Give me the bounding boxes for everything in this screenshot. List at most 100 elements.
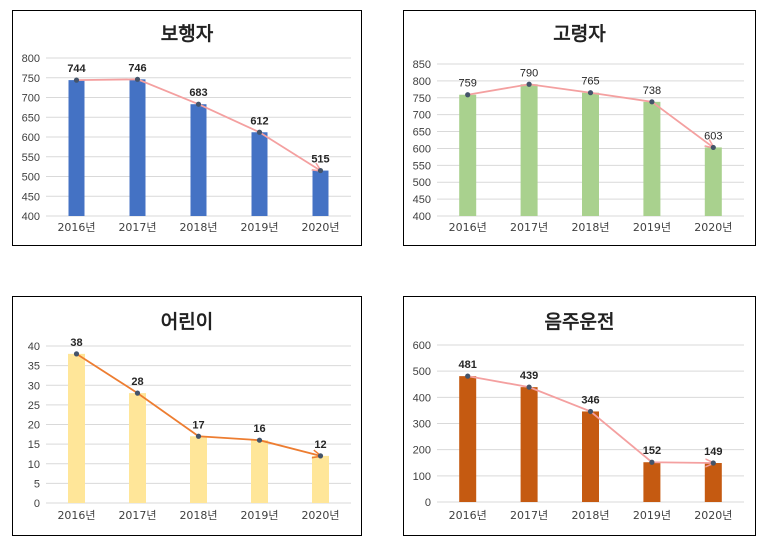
- chart-panel-elderly: 고령자 400 450 500 550 600 650 700 750 800 850 2016년 2…: [403, 10, 756, 246]
- data-label: 28: [131, 376, 143, 388]
- x-tick-label: 2016년: [57, 509, 95, 522]
- data-label: 738: [643, 85, 661, 97]
- trend-point: [526, 81, 532, 87]
- y-tick-label: 500: [22, 172, 40, 184]
- bar: [704, 147, 722, 216]
- data-label: 439: [520, 370, 538, 382]
- bar: [459, 94, 477, 216]
- data-label: 16: [253, 423, 265, 435]
- x-tick-label: 2019년: [633, 221, 671, 234]
- y-tick-label: 400: [413, 392, 431, 404]
- y-tick-label: 650: [413, 127, 431, 139]
- y-tick-label: 700: [22, 93, 40, 105]
- data-label: 481: [459, 359, 477, 371]
- data-label: 612: [250, 115, 268, 127]
- data-label: 17: [192, 419, 204, 431]
- x-tick-label: 2020년: [694, 509, 732, 522]
- x-tick-label: 2018년: [571, 509, 609, 522]
- x-tick-label: 2017년: [510, 221, 548, 234]
- bar: [520, 387, 538, 502]
- y-tick-label: 500: [413, 366, 431, 378]
- y-tick-label: 650: [22, 112, 40, 124]
- y-tick-label: 550: [22, 152, 40, 164]
- y-tick-label: 400: [22, 211, 40, 223]
- bar: [312, 455, 329, 503]
- data-label: 12: [314, 439, 326, 451]
- trend-point: [73, 77, 80, 83]
- bar: [582, 411, 599, 502]
- y-tick-label: 40: [28, 341, 40, 353]
- chart-svg: 0 100 200 300 400 500 600 2016년 2017년 2018년 2019년 2…: [413, 340, 744, 522]
- y-tick-label: 25: [28, 400, 40, 412]
- data-label: 603: [704, 130, 722, 142]
- y-tick-label: 10: [28, 459, 40, 471]
- data-label: 746: [128, 62, 146, 74]
- y-tick-label: 700: [413, 110, 431, 122]
- data-label: 149: [704, 446, 722, 458]
- bar: [582, 92, 599, 216]
- y-tick-label: 15: [28, 439, 40, 451]
- trend-point: [465, 92, 471, 98]
- x-tick-label: 2020년: [301, 509, 339, 522]
- bar: [312, 170, 329, 216]
- trend-point: [195, 433, 202, 439]
- y-tick-label: 450: [413, 194, 431, 206]
- data-label: 346: [581, 394, 599, 406]
- trend-point: [317, 167, 324, 174]
- bar: [129, 79, 146, 216]
- chart-title: 고령자: [553, 23, 606, 45]
- y-tick-label: 20: [28, 420, 40, 432]
- x-tick-label: 2019년: [633, 509, 671, 522]
- bar: [190, 436, 207, 503]
- data-label: 765: [581, 76, 599, 88]
- x-tick-label: 2019년: [240, 221, 278, 234]
- trend-point: [649, 459, 655, 465]
- y-tick-label: 30: [28, 380, 40, 392]
- trend-point: [195, 101, 202, 107]
- trend-point: [73, 351, 80, 357]
- chart-svg: 400 450 500 550 600 650 700 750 800 850 2016년 2017년…: [413, 59, 744, 234]
- trend-point: [134, 76, 141, 82]
- y-tick-label: 750: [22, 73, 40, 85]
- x-tick-label: 2018년: [179, 509, 217, 522]
- y-tick-label: 500: [413, 177, 431, 189]
- x-tick-label: 2020년: [301, 221, 339, 234]
- chart-panel-drunk-driving: 음주운전 0 100 200 300 400 500 600 2016년 2017년 2018년 2…: [403, 296, 756, 536]
- trend-point: [256, 437, 263, 443]
- x-tick-label: 2016년: [449, 509, 487, 522]
- data-label: 515: [311, 154, 329, 166]
- x-tick-label: 2017년: [118, 221, 156, 234]
- y-tick-label: 400: [413, 211, 431, 223]
- y-tick-label: 100: [413, 471, 431, 483]
- y-tick-label: 600: [22, 132, 40, 144]
- x-tick-label: 2016년: [449, 221, 487, 234]
- chart-title: 보행자: [160, 23, 214, 45]
- trend-point: [256, 129, 263, 135]
- data-label: 744: [67, 63, 86, 75]
- y-tick-label: 750: [413, 93, 431, 105]
- trend-point: [587, 90, 594, 96]
- chart-title: 어린이: [160, 311, 214, 333]
- bar: [68, 80, 85, 217]
- y-tick-label: 35: [28, 361, 40, 373]
- data-label: 152: [643, 445, 661, 457]
- trend-point: [134, 390, 141, 396]
- data-label: 38: [70, 337, 82, 349]
- y-tick-label: 450: [22, 191, 40, 203]
- trend-point: [587, 408, 594, 415]
- bar: [251, 440, 268, 503]
- y-tick-label: 5: [34, 478, 40, 490]
- y-tick-label: 800: [413, 76, 431, 88]
- bar: [190, 104, 207, 216]
- x-tick-label: 2017년: [118, 509, 156, 522]
- y-tick-label: 550: [413, 160, 431, 172]
- bar: [643, 462, 661, 502]
- chart-svg: 400 450 500 550 600 650 700 750 800 2016년 2017년 201…: [22, 53, 351, 234]
- chart-title: 음주운전: [544, 311, 615, 333]
- bar: [129, 393, 146, 503]
- x-tick-label: 2016년: [57, 221, 95, 234]
- y-tick-label: 800: [22, 53, 40, 65]
- y-tick-label: 600: [413, 340, 431, 352]
- trend-point: [317, 453, 324, 459]
- data-label: 790: [520, 67, 538, 79]
